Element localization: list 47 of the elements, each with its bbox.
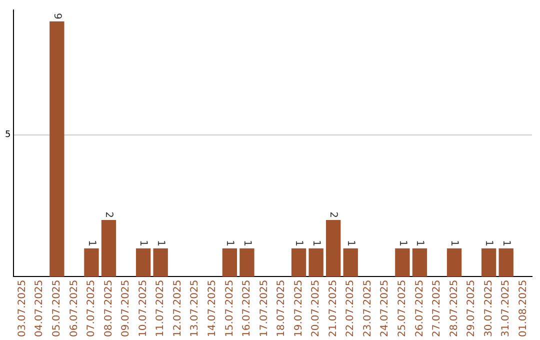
- x-tick-label: 18.07.2025: [276, 280, 288, 338]
- x-tick-label: 14.07.2025: [206, 280, 218, 338]
- x-tick-label: 20.07.2025: [310, 280, 322, 338]
- data-label: 2: [103, 212, 114, 218]
- x-tick-label: 12.07.2025: [172, 280, 184, 338]
- x-tick-label: 28.07.2025: [448, 280, 460, 338]
- x-tick-label: 30.07.2025: [483, 280, 494, 338]
- data-label: 1: [500, 240, 512, 246]
- x-tick-label: 07.07.2025: [86, 280, 98, 338]
- data-label: 9: [51, 12, 62, 20]
- x-tick-label: 31.07.2025: [500, 280, 512, 338]
- x-tick-label: 26.07.2025: [414, 280, 426, 338]
- data-label: 1: [86, 240, 97, 246]
- x-tick-label: 08.07.2025: [103, 280, 114, 338]
- x-tick-label: 10.07.2025: [138, 280, 149, 338]
- x-tick-label: 24.07.2025: [380, 280, 391, 338]
- x-tick-label: 01.08.2025: [518, 280, 529, 338]
- data-label: 1: [414, 240, 426, 246]
- data-label: 1: [293, 240, 304, 246]
- x-tick-label: 11.07.2025: [155, 280, 166, 338]
- x-tick-label: 05.07.2025: [52, 280, 63, 338]
- data-label: 1: [241, 240, 252, 246]
- x-tick-label: 03.07.2025: [16, 280, 28, 338]
- x-tick-label: 27.07.2025: [432, 280, 443, 338]
- x-tick-label: 09.07.2025: [120, 280, 132, 338]
- data-label: 1: [448, 240, 460, 246]
- x-tick-label: 16.07.2025: [242, 280, 253, 338]
- x-tick-label: 29.07.2025: [466, 280, 478, 338]
- data-label: 1: [310, 240, 322, 246]
- x-tick-label: 19.07.2025: [293, 280, 304, 338]
- x-tick-label: 06.07.2025: [68, 280, 80, 338]
- data-label: 2: [328, 212, 339, 218]
- data-label: 1: [138, 240, 149, 246]
- data-label: 1: [154, 240, 166, 246]
- data-label: 1: [224, 240, 236, 246]
- x-tick-label: 13.07.2025: [190, 280, 201, 338]
- y-tick-label: 5: [4, 130, 11, 140]
- x-tick-label: 25.07.2025: [397, 280, 408, 338]
- x-tick-label: 21.07.2025: [328, 280, 339, 338]
- x-tick-label: 17.07.2025: [258, 280, 270, 338]
- data-label: 1: [483, 240, 494, 246]
- x-tick-label: 15.07.2025: [224, 280, 236, 338]
- x-tick-label: 22.07.2025: [345, 280, 356, 338]
- data-label: 1: [396, 240, 408, 246]
- x-tick-label: 23.07.2025: [362, 280, 374, 338]
- x-tick-label: 04.07.2025: [34, 280, 46, 338]
- data-label: 1: [345, 240, 356, 246]
